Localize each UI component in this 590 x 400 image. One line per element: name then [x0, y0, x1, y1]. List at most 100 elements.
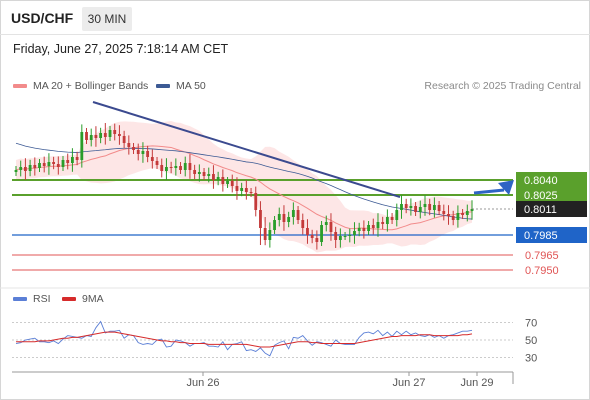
candle-body	[381, 222, 385, 224]
candle-body	[376, 222, 380, 228]
credit-text: Research © 2025 Trading Central	[424, 80, 581, 92]
level-badge-resistance	[516, 187, 587, 203]
rsi-y-tick-label: 70	[525, 317, 537, 329]
legend-rsi-ma: 9MA	[62, 293, 104, 305]
candle-body	[122, 136, 126, 143]
candle-body	[226, 181, 229, 184]
last-price-badge	[516, 201, 587, 217]
rsi-y-tick-label: 30	[525, 353, 537, 365]
x-tick-label: Jun 29	[460, 377, 493, 389]
target-arrow-shaft	[473, 188, 505, 195]
candle-body	[324, 222, 328, 225]
candle-body	[400, 204, 403, 210]
candle-body	[38, 163, 41, 168]
candle-body	[456, 213, 460, 220]
candle-body	[165, 167, 168, 171]
candle-body	[282, 214, 286, 222]
candle-body	[390, 217, 394, 220]
candle-body	[395, 210, 399, 220]
candle-body	[193, 170, 197, 174]
candle-body	[141, 151, 145, 154]
legend-ma20-label: MA 20 + Bollinger Bands	[33, 80, 149, 92]
candle-body	[442, 211, 446, 214]
level-label-pivot: 0.7985	[524, 230, 558, 242]
candle-body	[61, 160, 65, 167]
level-badge-pivot	[516, 227, 587, 243]
candle-body	[127, 143, 131, 147]
rsi-swatch-icon	[13, 297, 27, 301]
legend-rsi: RSI	[13, 293, 51, 305]
candle-body	[174, 166, 178, 168]
legend-rsi-ma-label: 9MA	[82, 293, 104, 305]
candle-body	[80, 132, 84, 160]
candle-body	[235, 186, 239, 191]
candle-body	[263, 228, 267, 240]
candle-body	[146, 151, 150, 157]
level-label-resistance: 0.8025	[524, 190, 558, 202]
candle-body	[437, 205, 441, 211]
candle-body	[75, 157, 79, 160]
candle-body	[118, 134, 121, 136]
rsi-ma-swatch-icon	[62, 297, 76, 301]
rsi-line	[15, 320, 473, 357]
candle-body	[296, 210, 300, 220]
candle-body	[150, 157, 154, 161]
datetime-label: Friday, June 27, 2025 7:18:14 AM CET	[13, 42, 229, 56]
candle-body	[103, 133, 107, 137]
candle-body	[56, 164, 60, 167]
candle-body	[385, 217, 389, 224]
candle-body	[52, 162, 56, 164]
x-tick-label: Jun 27	[392, 377, 425, 389]
candle-body	[357, 228, 361, 231]
candle-body	[197, 172, 201, 174]
candle-body	[447, 214, 450, 216]
rsi-ma-line	[16, 331, 473, 348]
candle-body	[409, 206, 413, 208]
header-divider	[0, 34, 590, 35]
last-price-label: 0.8011	[524, 204, 557, 216]
legend-rsi-label: RSI	[33, 293, 51, 305]
candle-body	[230, 181, 234, 186]
symbol-title: USD/CHF	[11, 10, 74, 26]
candle-body	[207, 174, 211, 176]
candle-body	[465, 211, 469, 215]
level-label-resistance: 0.8040	[524, 175, 558, 187]
candle-body	[23, 167, 27, 171]
level-label-support: 0.7965	[525, 250, 559, 262]
candle-body	[19, 167, 23, 170]
candle-body	[414, 206, 417, 212]
bollinger-band-area	[16, 121, 472, 253]
candle-body	[291, 210, 295, 217]
candle-body	[221, 177, 225, 184]
candle-body	[273, 220, 276, 230]
candle-body	[338, 236, 342, 240]
candle-body	[268, 230, 272, 240]
candle-body	[254, 193, 258, 210]
candle-body	[423, 204, 427, 207]
trendline	[92, 101, 401, 198]
candle-body	[277, 214, 281, 220]
ma50-swatch-icon	[156, 84, 170, 88]
candle-body	[155, 161, 159, 165]
candle-body	[240, 188, 244, 191]
timeframe-button[interactable]: 30 MIN	[82, 7, 132, 31]
candle-body	[42, 163, 46, 166]
candle-body	[306, 228, 309, 235]
candle-body	[94, 135, 98, 138]
candle-body	[310, 235, 314, 238]
candle-body	[428, 204, 432, 210]
candle-body	[451, 216, 455, 220]
candle-body	[136, 150, 140, 154]
candle-body	[470, 209, 474, 211]
ma50-line	[15, 142, 473, 220]
candle-body	[66, 160, 70, 163]
candle-body	[169, 167, 173, 168]
candle-body	[28, 165, 32, 171]
candle-body	[315, 238, 319, 242]
candle-body	[404, 204, 408, 208]
candle-body	[334, 232, 338, 240]
candle-body	[362, 228, 366, 231]
candle-body	[371, 225, 375, 228]
candle-body	[249, 192, 253, 193]
